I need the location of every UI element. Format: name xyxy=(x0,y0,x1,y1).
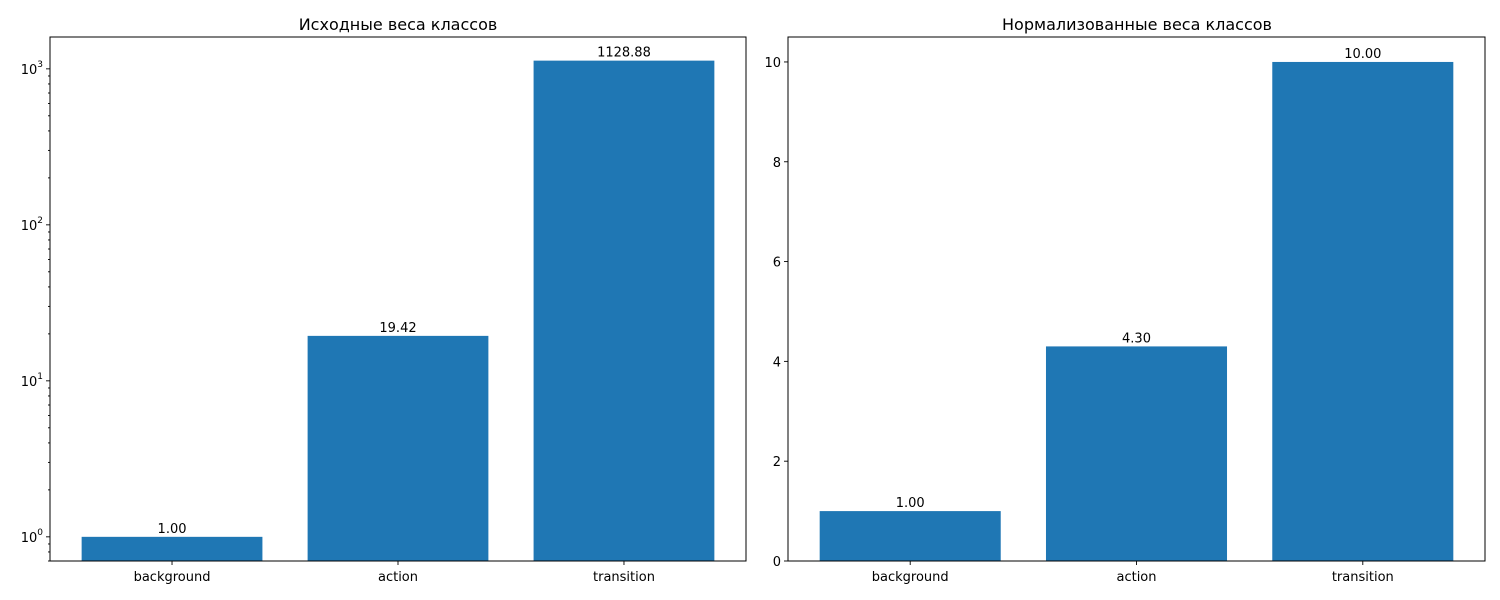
data-label-transition: 10.00 xyxy=(1344,47,1381,62)
y-tick-label: 100 xyxy=(21,528,44,546)
plot-area-frame xyxy=(787,36,1486,562)
x-tick-label: action xyxy=(1116,570,1156,585)
bar-background xyxy=(81,536,263,561)
bar-action xyxy=(307,335,489,561)
bar-action xyxy=(1045,346,1228,561)
x-tick-label: action xyxy=(378,570,418,585)
y-tick-label: 4 xyxy=(773,355,781,370)
data-label-background: 1.00 xyxy=(896,496,925,511)
y-tick-label: 8 xyxy=(773,156,781,171)
y-tick-label: 10 xyxy=(764,56,781,71)
chart-normalized-weights: Нормализованные веса классов 1.00 4.30 10.… xyxy=(764,15,1486,585)
bar-background xyxy=(819,511,1001,561)
chart-title: Нормализованные веса классов xyxy=(1002,15,1272,34)
y-tick-label: 2 xyxy=(773,455,781,470)
y-tick-label: 101 xyxy=(21,372,43,390)
x-tick-label: background xyxy=(134,570,211,585)
data-label-action: 19.42 xyxy=(379,321,416,336)
x-tick-label: background xyxy=(872,570,949,585)
bar-transition xyxy=(533,60,715,561)
y-tick-label: 103 xyxy=(21,60,43,78)
bar-transition xyxy=(1272,61,1454,561)
data-label-background: 1.00 xyxy=(158,522,187,537)
chart-title: Исходные веса классов xyxy=(299,15,498,34)
y-tick-label: 102 xyxy=(21,216,43,234)
x-tick-label: transition xyxy=(593,570,655,585)
x-tick-label: transition xyxy=(1332,570,1394,585)
y-tick-label: 0 xyxy=(773,555,781,570)
data-label-transition: 1128.88 xyxy=(597,46,651,61)
data-label-action: 4.30 xyxy=(1122,331,1151,346)
plot-area-frame xyxy=(49,36,747,562)
chart-original-weights: Исходные веса классов 1.00 19.42 1128.88 1… xyxy=(21,15,747,585)
y-tick-label: 6 xyxy=(773,256,781,271)
